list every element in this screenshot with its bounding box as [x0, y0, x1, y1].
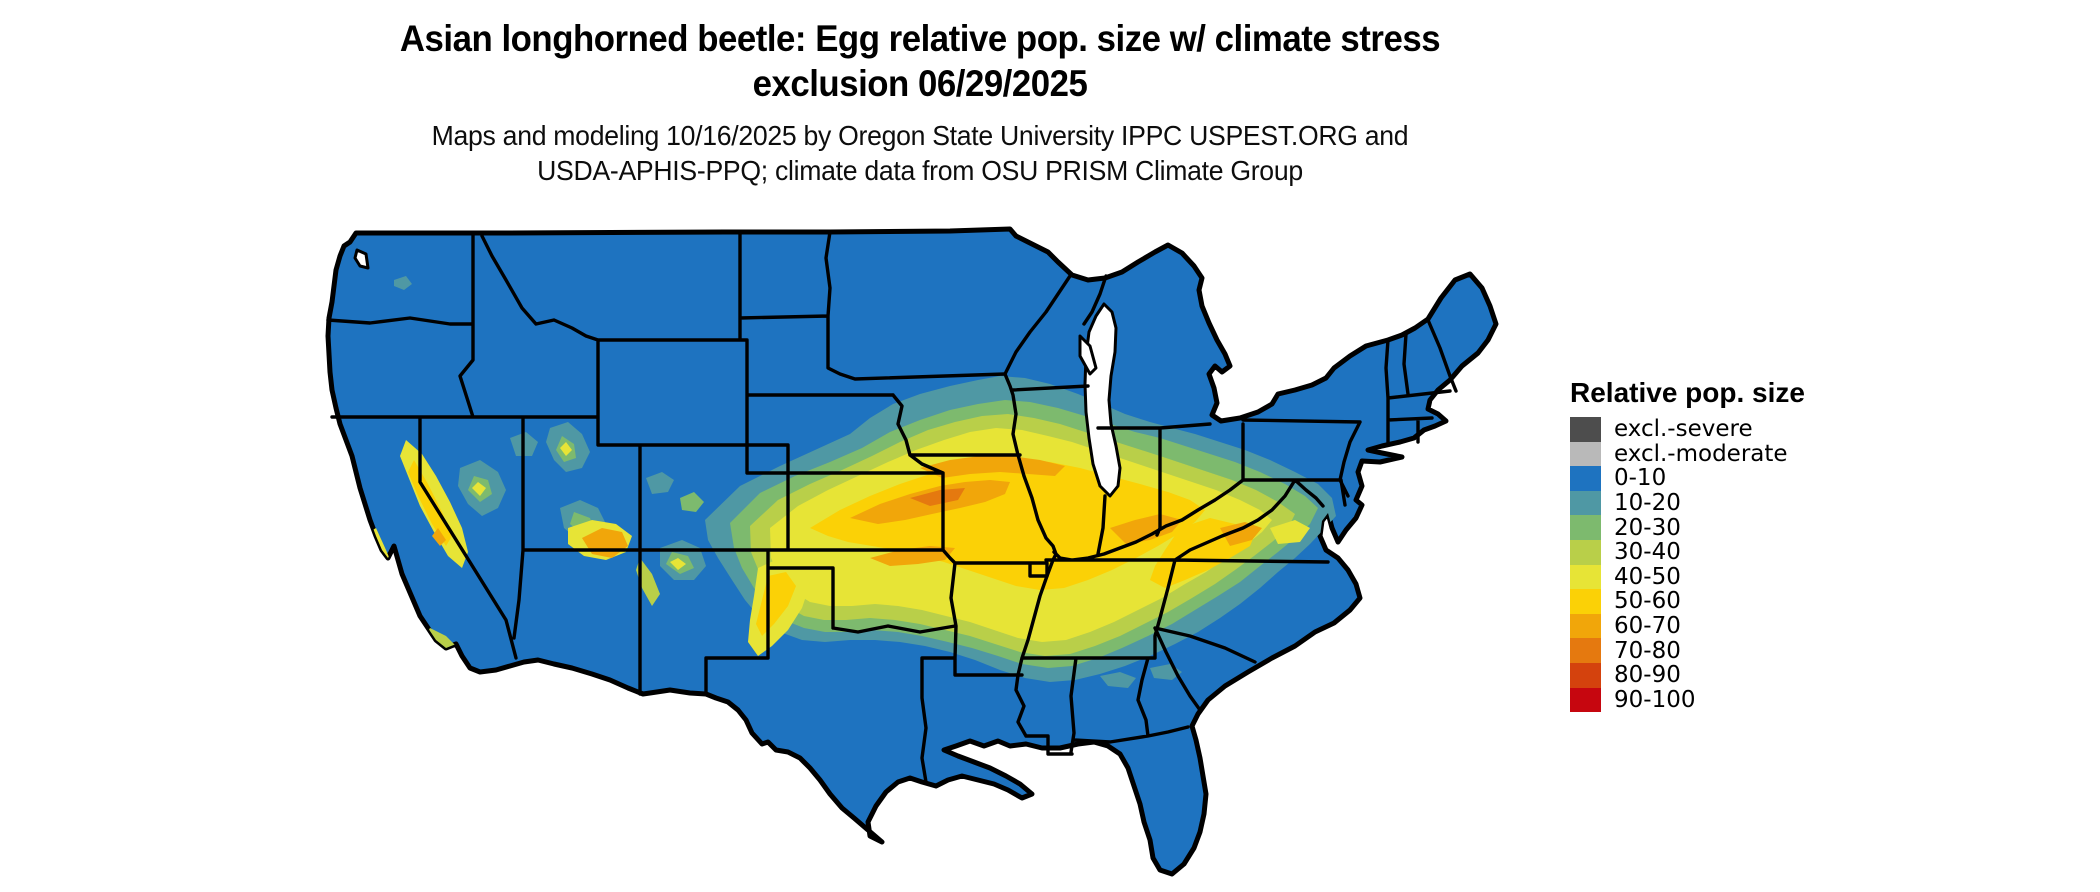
- legend-row: excl.-moderate: [1570, 440, 1805, 467]
- state-borders-east: [1003, 274, 1458, 756]
- color-swatch-60-70: [1570, 613, 1601, 639]
- nevada-yellow: [472, 482, 486, 496]
- legend-label: 40-50: [1614, 563, 1681, 590]
- color-swatch-0-10: [1570, 466, 1601, 491]
- legend-row: excl.-severe: [1570, 416, 1805, 443]
- dark-orange-missouri: [910, 488, 965, 506]
- legend-label: 30-40: [1614, 539, 1681, 566]
- legend-row: 50-60: [1570, 588, 1805, 615]
- color-swatch-70-80: [1570, 638, 1601, 663]
- great-lakes: [353, 248, 1122, 498]
- colorado-west-green: [680, 492, 704, 512]
- orange-missouri-illinois: [920, 456, 1065, 478]
- colorado-west-teal: [646, 472, 674, 494]
- washington-cascades-speck: [394, 276, 412, 290]
- legend-row: 30-40: [1570, 539, 1805, 566]
- legend-label: 10-20: [1614, 490, 1681, 517]
- legend-row: 0-10: [1570, 465, 1805, 492]
- orange-virginia: [1220, 522, 1262, 546]
- legend-row: 20-30: [1570, 514, 1805, 541]
- color-swatch-90-100: [1570, 687, 1601, 713]
- color-swatch-40-50: [1570, 564, 1601, 590]
- legend-label: 80-90: [1614, 662, 1681, 689]
- alabama-fringe-speck: [1100, 672, 1136, 688]
- color-swatch-20-30: [1570, 515, 1601, 540]
- delmarva-yellow: [1270, 520, 1310, 544]
- legend-label: 20-30: [1614, 514, 1681, 541]
- color-swatch-80-90: [1570, 662, 1601, 688]
- title-line-2: exclusion 06/29/2025: [752, 63, 1088, 105]
- legend-label: excl.-moderate: [1614, 440, 1788, 467]
- legend-row: 70-80: [1570, 637, 1805, 664]
- legend-label: excl.-severe: [1614, 416, 1753, 443]
- color-swatch-excl-severe: [1570, 417, 1601, 442]
- legend-row: 90-100: [1570, 686, 1805, 713]
- new-mexico-yellow: [670, 558, 686, 570]
- us-map-svg: [325, 226, 1499, 877]
- az-nm-border-streak: [636, 558, 660, 606]
- puget-sound: [353, 248, 370, 270]
- legend-row: 40-50: [1570, 563, 1805, 590]
- legend-row: 10-20: [1570, 490, 1805, 517]
- color-swatch-50-60: [1570, 589, 1601, 614]
- legend-label: 70-80: [1614, 637, 1681, 664]
- color-swatch-30-40: [1570, 539, 1601, 565]
- legend-label: 90-100: [1614, 686, 1696, 713]
- lake-michigan: [1083, 302, 1122, 498]
- subtitle-line-1: Maps and modeling 10/16/2025 by Oregon S…: [431, 120, 1409, 151]
- color-swatch-excl-moderate: [1570, 441, 1601, 467]
- legend-row: 80-90: [1570, 662, 1805, 689]
- legend-title: Relative pop. size: [1570, 377, 1805, 408]
- orange-kentucky: [1110, 514, 1182, 544]
- subtitle-line-2: USDA-APHIS-PPQ; climate data from OSU PR…: [537, 155, 1303, 186]
- gold-texas-panhandle: [756, 572, 796, 636]
- utah-yellow: [560, 442, 572, 456]
- page-title: Asian longhorned beetle: Egg relative po…: [270, 16, 1570, 106]
- legend-label: 0-10: [1614, 465, 1667, 492]
- legend-row: 60-70: [1570, 613, 1805, 640]
- us-map: [310, 226, 1555, 888]
- legend-label: 60-70: [1614, 613, 1681, 640]
- subtitle: Maps and modeling 10/16/2025 by Oregon S…: [270, 118, 1570, 188]
- legend-label: 50-60: [1614, 588, 1681, 615]
- color-swatch-10-20: [1570, 490, 1601, 516]
- state-borders-west: [326, 230, 1049, 784]
- orange-sierra-speck: [432, 528, 446, 546]
- title-line-1: Asian longhorned beetle: Egg relative po…: [399, 18, 1441, 59]
- green-bay: [1078, 334, 1098, 376]
- legend: Relative pop. size excl.-severe excl.-mo…: [1570, 377, 1805, 713]
